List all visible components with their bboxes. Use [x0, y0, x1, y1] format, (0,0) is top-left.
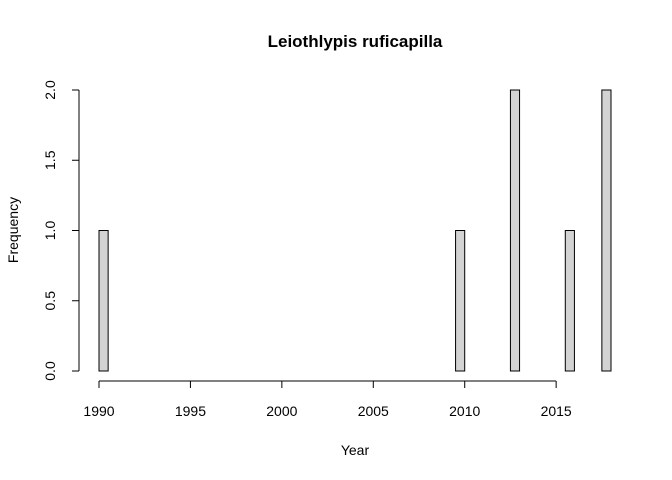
y-axis: 0.0 0.5 1.0 1.5 2.0: [42, 80, 80, 381]
x-tick-label: 2010: [449, 403, 480, 419]
y-tick-label: 1.0: [42, 221, 58, 241]
y-axis-label: Frequency: [5, 197, 21, 263]
x-tick-label: 1990: [83, 403, 114, 419]
x-tick-label: 2005: [358, 403, 389, 419]
x-tick-label: 1995: [175, 403, 206, 419]
y-tick-label: 1.5: [42, 150, 58, 170]
histogram-bar: [455, 230, 466, 372]
histogram-bar: [601, 89, 612, 372]
y-tick-label: 2.0: [42, 80, 58, 100]
histogram-bar: [98, 230, 109, 372]
x-axis: 1990 1995 2000 2005 2010 2015: [83, 380, 572, 419]
y-tick-label: 0.5: [42, 291, 58, 311]
x-axis-label: Year: [341, 442, 370, 458]
histogram-bar: [509, 89, 521, 372]
bars-group: [98, 89, 612, 372]
x-tick-label: 2000: [266, 403, 297, 419]
histogram-bar: [564, 230, 575, 372]
y-tick-label: 0.0: [42, 361, 58, 381]
chart-title: Leiothlypis ruficapilla: [268, 32, 443, 51]
x-tick-label: 2015: [541, 403, 572, 419]
